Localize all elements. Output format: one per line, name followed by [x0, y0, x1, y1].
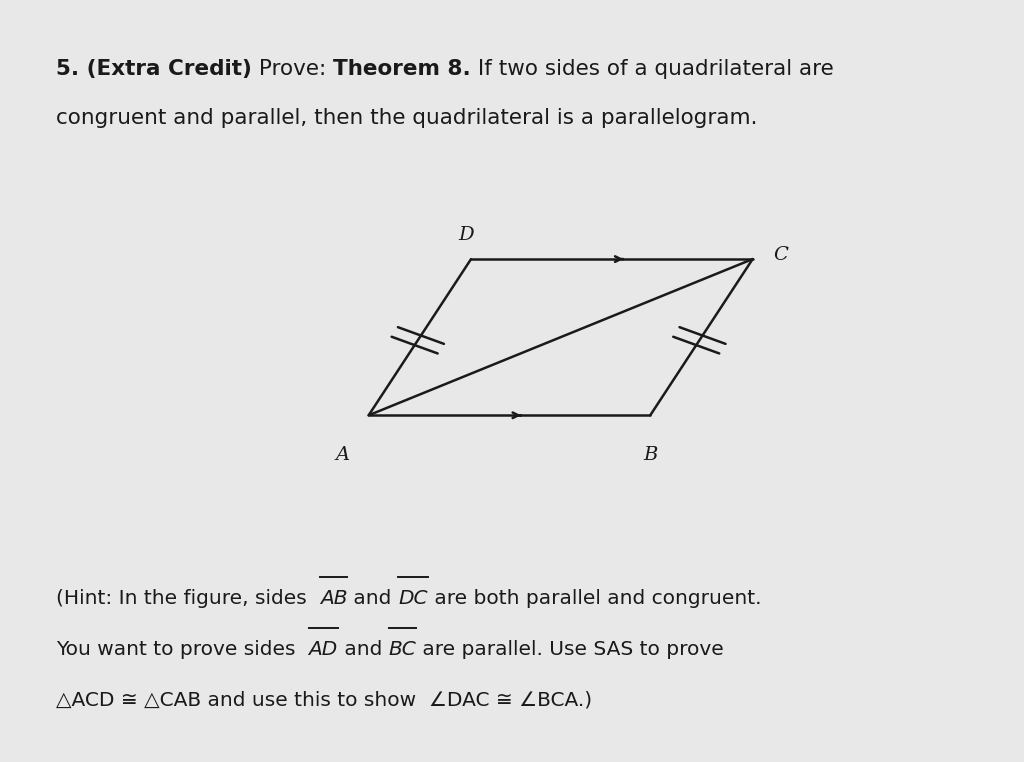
Text: are both parallel and congruent.: are both parallel and congruent. — [428, 589, 761, 607]
Text: △ACD ≅ △CAB and use this to show  ∠DAC ≅ ∠BCA.): △ACD ≅ △CAB and use this to show ∠DAC ≅ … — [56, 690, 593, 709]
Text: (Hint: In the figure, sides: (Hint: In the figure, sides — [56, 589, 313, 607]
Text: You want to prove sides: You want to prove sides — [56, 640, 302, 658]
Text: Theorem 8.: Theorem 8. — [334, 59, 471, 78]
Text: D: D — [458, 226, 474, 244]
Text: DC: DC — [398, 589, 428, 607]
Text: A: A — [336, 446, 350, 464]
Text: AD: AD — [308, 640, 338, 658]
Text: 5. (Extra Credit): 5. (Extra Credit) — [56, 59, 252, 78]
Text: and: and — [347, 589, 398, 607]
Text: are parallel. Use SAS to prove: are parallel. Use SAS to prove — [417, 640, 724, 658]
Text: Prove:: Prove: — [252, 59, 334, 78]
Text: B: B — [643, 446, 657, 464]
Text: C: C — [773, 246, 788, 264]
Text: and: and — [338, 640, 388, 658]
Text: BC: BC — [388, 640, 417, 658]
Text: AB: AB — [319, 589, 347, 607]
Text: congruent and parallel, then the quadrilateral is a parallelogram.: congruent and parallel, then the quadril… — [56, 108, 758, 128]
Text: If two sides of a quadrilateral are: If two sides of a quadrilateral are — [471, 59, 834, 78]
